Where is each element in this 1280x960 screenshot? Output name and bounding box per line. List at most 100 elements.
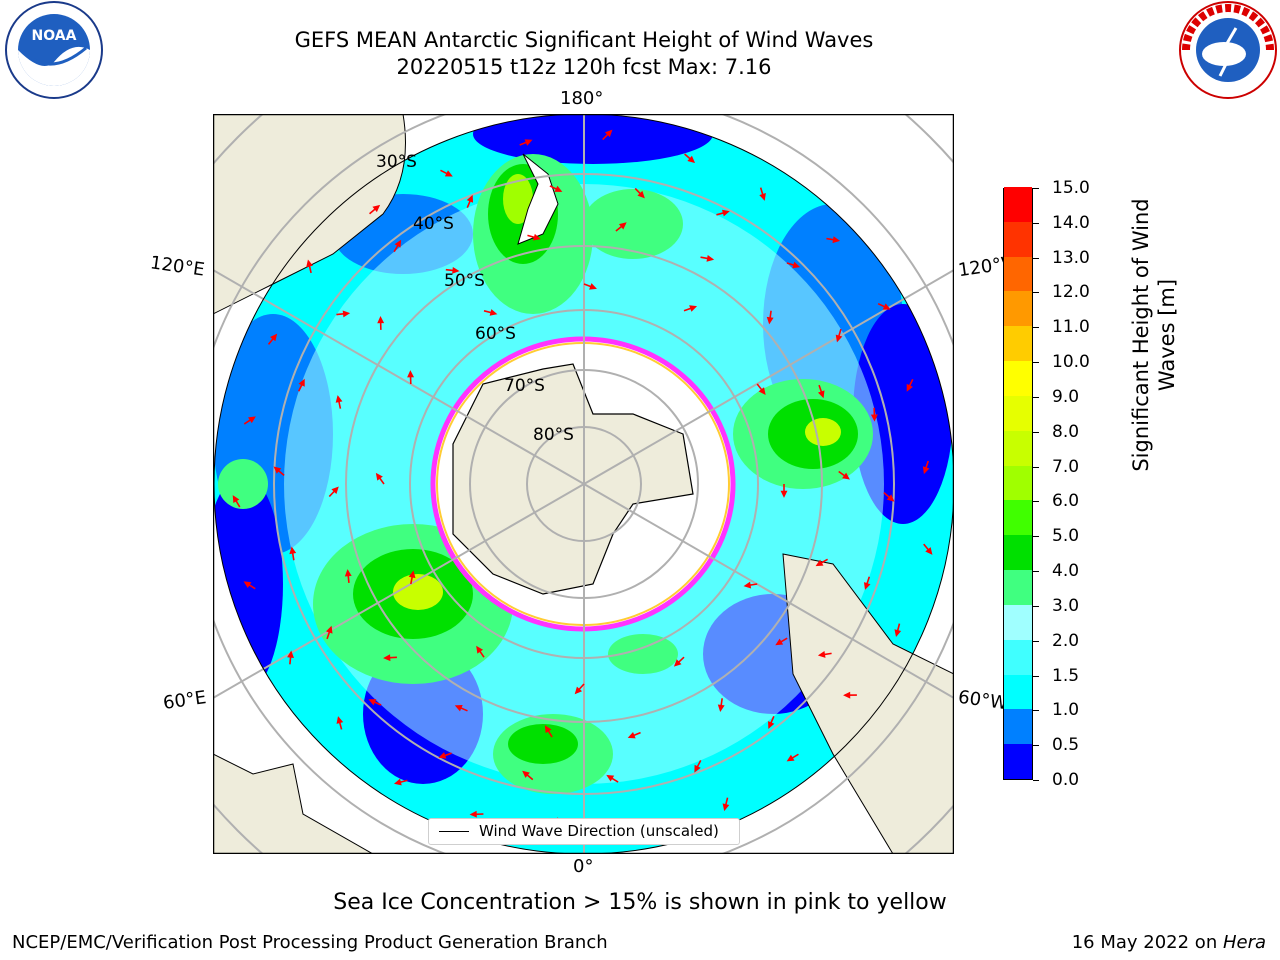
lat-label-80s: 80°S (533, 425, 574, 445)
footer-date: 16 May 2022 on Hera (1072, 932, 1266, 953)
wave-arrow-head (759, 193, 766, 201)
colorbar-segment (1004, 743, 1032, 779)
wave-direction-arrows (232, 129, 933, 829)
lat-label-60s: 60°S (475, 324, 516, 344)
lon-label-60e: 60°E (161, 687, 208, 714)
wave-arrow-head (289, 546, 297, 555)
wave-arrow-head (843, 691, 851, 699)
lon-label-120e: 120°E (148, 252, 206, 281)
colorbar-segment (1004, 499, 1032, 536)
wave-arrow-head (673, 659, 682, 667)
lat-label-50s: 50°S (444, 271, 485, 291)
colorbar-tick-label: 13.0 (1052, 247, 1090, 268)
wave-arrow-head (606, 774, 615, 782)
colorbar-tick (1033, 396, 1039, 398)
lat-label-30s: 30°S (376, 152, 417, 172)
nws-logo-icon (1179, 1, 1277, 99)
map-legend: Wind Wave Direction (unscaled) (428, 818, 740, 845)
wave-arrow-head (331, 486, 339, 495)
wave-arrow-head (894, 629, 902, 638)
wave-arrow-head (287, 650, 294, 658)
map-subtitle: 20220515 t12z 120h fcst Max: 7.16 (396, 55, 772, 79)
colorbar-segment (1004, 360, 1032, 396)
colorbar-tick (1033, 605, 1039, 607)
colorbar-segment (1004, 290, 1032, 327)
colorbar-segment (1004, 465, 1032, 501)
wave-arrow-head (717, 704, 725, 713)
wave-arrow-head (618, 222, 627, 230)
lat-label-40s: 40°S (413, 214, 454, 234)
colorbar-segment (1004, 569, 1032, 605)
wave-arrow-head (687, 155, 696, 164)
colorbar-tick (1033, 327, 1039, 329)
wave-arrow-head (863, 582, 871, 590)
legend-line-swatch (439, 831, 469, 832)
wave-arrow-head (925, 547, 933, 555)
wave-arrow-head (817, 390, 825, 399)
colorbar-tick-label: 0.5 (1052, 735, 1080, 756)
colorbar-segment (1004, 604, 1032, 640)
wave-arrow-head (842, 472, 850, 480)
lon-label-180: 180° (560, 88, 604, 109)
colorbar-segment (1004, 534, 1032, 571)
colorbar-tick (1033, 640, 1039, 642)
wave-arrow-head (815, 559, 824, 567)
wave-arrow-head (817, 651, 826, 658)
wave-arrow-head (604, 129, 613, 138)
colorbar-tick (1033, 292, 1039, 294)
wave-arrow-head (444, 170, 453, 177)
colorbar-tick-label: 4.0 (1052, 561, 1080, 582)
wave-arrow-head (706, 254, 715, 262)
colorbar-tick-label: 10.0 (1052, 352, 1090, 373)
wave-arrow-head (408, 570, 416, 579)
wave-arrow-head (368, 699, 377, 706)
wave-arrow-head (454, 705, 463, 712)
colorbar-tick-label: 3.0 (1052, 595, 1080, 616)
wave-arrow-head (375, 472, 383, 481)
colorbar-tick-label: 2.0 (1052, 630, 1080, 651)
wave-arrow-head (377, 316, 385, 324)
noaa-logo-icon: NOAA (5, 1, 103, 99)
wave-arrow-head (886, 494, 895, 502)
wave-arrow-head (232, 495, 240, 503)
wave-arrow-head (393, 778, 402, 786)
wave-arrow-head (743, 581, 752, 589)
colorbar-tick (1033, 431, 1039, 433)
wave-arrow-head (922, 466, 930, 475)
wave-arrow-head (407, 370, 415, 378)
colorbar-segment (1004, 221, 1032, 257)
wave-arrow-head (775, 638, 784, 646)
colorbar-segment (1004, 256, 1032, 292)
wave-arrow-head (689, 305, 698, 312)
colorbar-tick (1033, 257, 1039, 259)
map-title: GEFS MEAN Antarctic Significant Height o… (294, 28, 874, 52)
wave-arrow-head (466, 194, 474, 203)
wave-arrow-head (524, 139, 533, 146)
wave-arrow-head (394, 239, 402, 248)
legend-label: Wind Wave Direction (unscaled) (479, 822, 719, 840)
colorbar-tick (1033, 571, 1039, 573)
wave-arrow-head (906, 383, 913, 392)
wave-arrow-head (342, 310, 351, 318)
colorbar-tick-label: 6.0 (1052, 491, 1080, 512)
wave-arrow-head (694, 764, 701, 773)
wave-arrow-head (469, 810, 477, 818)
wave-arrow-head (273, 466, 282, 474)
wave-arrow-head (476, 645, 484, 654)
colorbar-tick-label: 11.0 (1052, 317, 1090, 338)
colorbar-tick-label: 0.0 (1052, 770, 1080, 790)
wave-arrow-head (298, 378, 305, 387)
lat-label-70s: 70°S (504, 376, 545, 396)
colorbar-segment (1004, 639, 1032, 675)
colorbar-segment (1004, 395, 1032, 431)
wave-arrow-head (766, 316, 774, 325)
wave-arrow-head (335, 395, 343, 403)
colorbar (1003, 186, 1033, 780)
wave-arrow-head (722, 209, 730, 217)
wave-arrow-head (780, 490, 788, 498)
colorbar-label-line1: Significant Height of Wind (1129, 198, 1153, 472)
colorbar-segment (1004, 186, 1032, 222)
colorbar-tick (1033, 222, 1039, 224)
colorbar-tick (1033, 188, 1039, 189)
wave-arrow-head (270, 333, 278, 342)
